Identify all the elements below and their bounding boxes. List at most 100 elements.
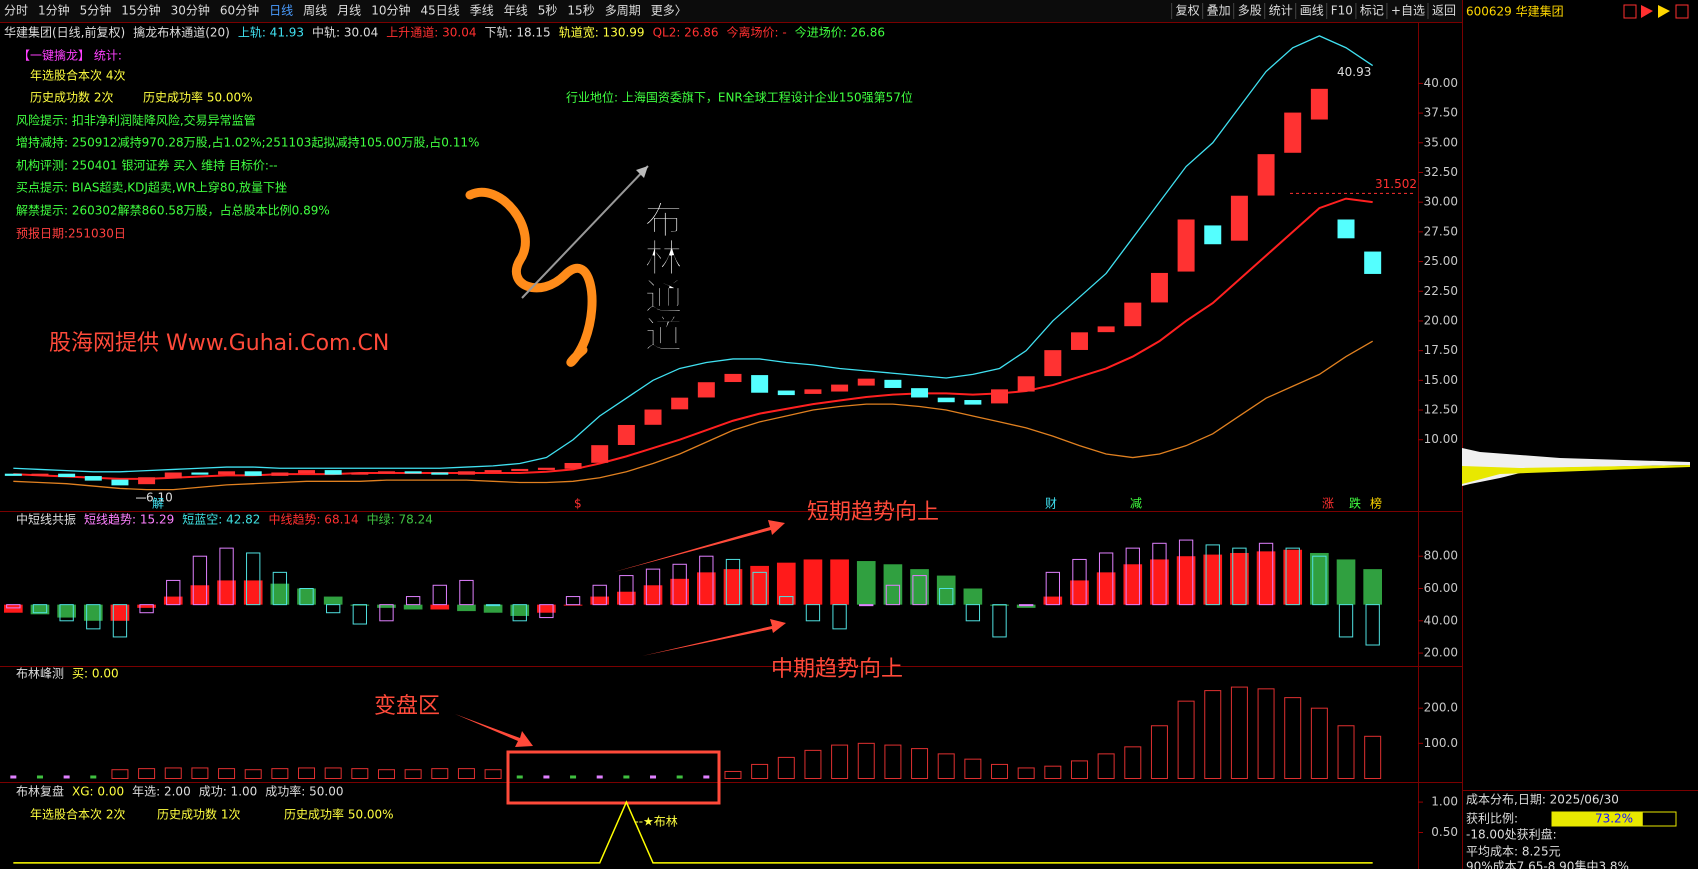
short-trend-bar	[1072, 558, 1087, 606]
candle	[1230, 195, 1248, 241]
y-tick-label: 0.50	[1431, 825, 1458, 839]
mid-trend-bar	[617, 591, 636, 605]
short-trend-bar	[619, 575, 634, 606]
mid-trend-bar	[190, 585, 210, 605]
cost-line: 平均成本: 8.25元	[1466, 845, 1561, 859]
period-tab[interactable]: 季线	[470, 4, 494, 18]
peak-bar	[164, 767, 182, 779]
mid-trend-bar	[483, 604, 503, 613]
icon[interactable]	[1658, 5, 1670, 18]
short-trend-bar	[192, 555, 208, 606]
period-tab[interactable]: 45日线	[420, 4, 459, 18]
candle	[1177, 219, 1195, 272]
mid-trend-bar	[1283, 549, 1303, 605]
period-tab[interactable]: 60分钟	[220, 3, 259, 18]
period-tab[interactable]: 5分钟	[80, 3, 112, 18]
peak-bar	[596, 775, 603, 779]
peak-bar	[570, 775, 577, 779]
short-trend-bar	[565, 596, 581, 606]
short-trend-bar	[485, 604, 501, 607]
candle	[591, 445, 609, 463]
mid-trend-bar	[856, 561, 876, 605]
period-tab[interactable]: 30分钟	[171, 3, 210, 18]
review-line	[13, 800, 1373, 864]
period-tab[interactable]: 分时	[4, 4, 28, 18]
period-tab[interactable]: 15分钟	[121, 3, 160, 18]
candle	[404, 471, 422, 474]
mid-trend-bar	[936, 575, 956, 605]
mid-trend-bar	[403, 604, 423, 610]
logo-arrow-head	[636, 166, 648, 178]
candle	[697, 382, 715, 398]
annotation-arrow	[642, 619, 786, 656]
period-tab[interactable]: 5秒	[538, 4, 558, 18]
short-trend-bar	[752, 571, 767, 606]
mid-trend-bar	[1016, 604, 1036, 608]
period-tab[interactable]: 10分钟	[371, 3, 410, 18]
short-trend-bar	[965, 604, 981, 622]
candle	[191, 472, 209, 475]
period-tab[interactable]: 1分钟	[38, 3, 70, 18]
mid-trend-bar	[537, 604, 556, 613]
icon[interactable]	[1641, 5, 1653, 18]
short-trend-bar	[246, 552, 261, 606]
period-tab[interactable]: 周线	[303, 4, 327, 18]
period-tab[interactable]: 月线	[337, 4, 361, 18]
short-trend-bar	[672, 563, 687, 606]
short-trend-bar	[326, 604, 341, 614]
candle	[1337, 219, 1355, 239]
tool-button[interactable]: +自选	[1391, 4, 1425, 18]
period-tab[interactable]: 多周期	[605, 4, 641, 18]
period-tab[interactable]: 日线	[269, 4, 293, 18]
peak-bar	[138, 768, 156, 779]
period-tab[interactable]: 年线	[504, 4, 528, 18]
cost-line: 90%成本7.65-8.90集中3.8%	[1466, 859, 1629, 869]
tool-button[interactable]: 叠加	[1207, 4, 1231, 18]
y-tick-label: 10.00	[1424, 432, 1458, 446]
event-marker: 跌	[1349, 496, 1361, 511]
period-tab[interactable]: 更多〉	[651, 4, 687, 18]
icon[interactable]	[1623, 4, 1637, 19]
note: 买点提示: BIAS超卖,KDJ超卖,WR上穿80,放量下挫	[16, 180, 287, 195]
tool-button[interactable]: 标记	[1360, 4, 1384, 18]
mid-trend-bar	[243, 580, 263, 605]
mid-trend-bar	[1363, 569, 1383, 605]
peak-bar	[111, 769, 129, 779]
band-line	[13, 35, 1374, 473]
tool-button[interactable]: 画线	[1300, 4, 1324, 18]
peak-bar	[1284, 697, 1302, 779]
tool-button[interactable]: 多股	[1238, 4, 1262, 18]
mid-trend-bar	[1203, 554, 1223, 605]
mid-trend-bar	[510, 604, 530, 616]
short-trend-bar	[272, 571, 288, 606]
note: 机构评测: 250401 银河证券 买入 维持 目标价:--	[16, 158, 278, 173]
header-item: 今离场价: -	[727, 25, 787, 40]
price-label: 6.10	[146, 491, 173, 505]
mid-trend-bar	[803, 559, 823, 605]
peak-bar	[884, 744, 902, 779]
tool-button[interactable]: 统计	[1269, 4, 1293, 18]
short-trend-bar	[912, 575, 927, 606]
icon[interactable]	[1675, 4, 1689, 19]
mid-trend-bar	[83, 604, 103, 621]
short-trend-bar	[805, 604, 821, 622]
candle	[537, 467, 555, 470]
short-trend-bar	[32, 604, 48, 614]
event-marker: 榜	[1370, 496, 1382, 511]
peak-bar	[516, 775, 523, 779]
candle	[298, 470, 316, 474]
mid-trend-bar	[163, 596, 183, 605]
peak-bar	[10, 775, 17, 779]
y-tick-label: 15.00	[1424, 373, 1458, 387]
header-item: 擒龙布林通道(20)	[133, 25, 230, 40]
tool-button[interactable]: 复权	[1176, 4, 1200, 18]
tool-button[interactable]: 返回	[1432, 4, 1456, 18]
tool-button[interactable]: F10	[1331, 4, 1353, 18]
profit-fill	[1552, 812, 1643, 826]
period-tab[interactable]: 15秒	[567, 4, 594, 18]
short-trend-bar	[459, 579, 474, 606]
annotation: 变盘区	[374, 694, 440, 719]
candle	[218, 471, 236, 475]
mid-trend-bar	[1336, 559, 1356, 605]
